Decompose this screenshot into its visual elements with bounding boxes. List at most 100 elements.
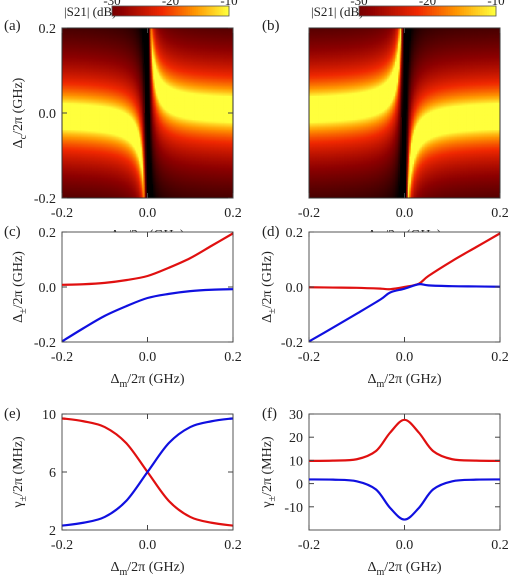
heatmap-cell [198, 32, 201, 35]
heatmap-cell [123, 45, 126, 47]
heatmap-cell [183, 30, 185, 33]
heatmap-cell [127, 50, 130, 53]
heatmap-cell [107, 39, 110, 42]
heatmap-cell [121, 45, 124, 47]
heatmap-cell [161, 45, 164, 47]
heatmap-cell [207, 43, 210, 46]
heatmap-cell [131, 49, 134, 52]
heatmap-cell [157, 33, 160, 36]
heatmap-cell [103, 42, 106, 44]
heatmap-cell [113, 52, 116, 54]
heatmap-cell [136, 46, 138, 49]
heatmap-cell [224, 40, 227, 43]
heatmap-cell [79, 29, 81, 32]
heatmap-cell [84, 45, 87, 47]
heatmap-cell [80, 28, 83, 30]
heatmap-cell [171, 39, 174, 42]
heatmap-cell [80, 32, 83, 35]
heatmap-cell [104, 39, 107, 42]
heatmap-cell [213, 49, 215, 52]
heatmap-cell [198, 40, 201, 43]
heatmap-cell [227, 33, 230, 36]
heatmap-cell [64, 43, 67, 46]
heatmap-cell [107, 32, 110, 35]
heatmap-cell [97, 47, 100, 50]
heatmap-cell [117, 52, 120, 54]
heatmap-cell [83, 36, 86, 39]
heatmap-cell [194, 46, 197, 49]
heatmap-cell [164, 28, 167, 30]
heatmap-cell [71, 29, 74, 32]
heatmap-cell [194, 45, 197, 47]
heatmap-cell [83, 33, 86, 36]
heatmap-cell [220, 30, 223, 33]
heatmap-cell [218, 37, 221, 40]
heatmap-cell [110, 36, 113, 39]
heatmap-cell [201, 35, 204, 37]
heatmap-cell [138, 30, 141, 33]
heatmap-cell [133, 39, 136, 42]
heatmap-cell [66, 42, 69, 44]
heatmap-cell [228, 46, 231, 49]
heatmap-cell [141, 47, 144, 50]
heatmap-cell [218, 36, 221, 39]
heatmap-cell [214, 50, 217, 53]
heatmap-cell [163, 28, 166, 30]
heatmap-cell [83, 37, 86, 40]
heatmap-cell [227, 39, 230, 42]
heatmap-cell [225, 33, 228, 36]
heatmap-cell [130, 49, 133, 52]
heatmap-cell [89, 36, 91, 39]
heatmap-cell [163, 50, 166, 53]
heatmap-cell [215, 43, 218, 46]
heatmap-cell [187, 39, 190, 42]
heatmap-cell [167, 36, 170, 39]
heatmap-cell [201, 40, 204, 43]
heatmap-cell [126, 40, 128, 43]
heatmap-cell [190, 39, 193, 42]
heatmap-cell [74, 47, 77, 50]
heatmap-cell [160, 45, 163, 47]
heatmap-cell [116, 43, 118, 46]
heatmap-cell [106, 50, 109, 53]
heatmap-cell [90, 36, 93, 39]
heatmap-cell [79, 42, 81, 44]
heatmap-cell [73, 45, 76, 47]
heatmap-cell [148, 39, 151, 42]
heatmap-cell [223, 47, 225, 50]
heatmap-cell [193, 40, 195, 43]
heatmap-cell [86, 46, 89, 49]
heatmap-cell [84, 52, 87, 54]
heatmap-cell [120, 46, 123, 49]
heatmap-cell [210, 35, 213, 37]
heatmap-cell [193, 36, 195, 39]
heatmap-cell [170, 50, 173, 53]
heatmap-cell [66, 43, 69, 46]
heatmap-cell [133, 43, 136, 46]
heatmap-cell [134, 36, 137, 39]
heatmap-cell [136, 36, 138, 39]
heatmap-cell [164, 30, 167, 33]
heatmap-cell [163, 39, 166, 42]
heatmap-cell [221, 45, 224, 47]
heatmap-cell [185, 50, 188, 53]
heatmap-cell [178, 28, 181, 30]
heatmap-cell [91, 39, 94, 42]
heatmap-cell [225, 32, 228, 35]
heatmap-cell [64, 49, 67, 52]
heatmap-cell [150, 36, 153, 39]
heatmap-cell [194, 32, 197, 35]
heatmap-cell [151, 47, 154, 50]
heatmap-cell [89, 39, 91, 42]
heatmap-cell [166, 37, 168, 40]
heatmap-cell [104, 42, 107, 44]
heatmap-cell [83, 28, 86, 30]
heatmap-cell [153, 32, 156, 35]
heatmap-cell [153, 52, 156, 54]
heatmap-cell [158, 40, 161, 43]
heatmap-cell [158, 45, 161, 47]
heatmap-cell [103, 47, 106, 50]
heatmap-cell [176, 45, 178, 47]
heatmap-cell [170, 45, 173, 47]
heatmap-cell [164, 50, 167, 53]
